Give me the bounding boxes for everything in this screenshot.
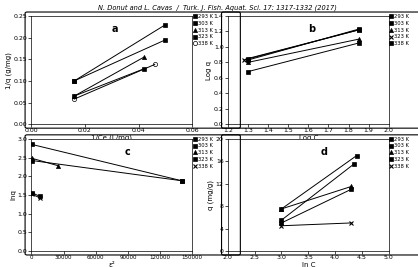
Y-axis label: Log q: Log q	[206, 61, 212, 80]
Text: a: a	[112, 23, 118, 34]
Legend: 293 K, 303 K, 313 K, 323 K, 338 K: 293 K, 303 K, 313 K, 323 K, 338 K	[194, 137, 213, 169]
Y-axis label: q (mg/g): q (mg/g)	[208, 180, 214, 210]
Y-axis label: lnq: lnq	[10, 190, 16, 200]
Text: c: c	[125, 147, 131, 157]
Legend: 293 K, 303 K, 313 K, 323 K, 338 K: 293 K, 303 K, 313 K, 323 K, 338 K	[390, 137, 409, 169]
X-axis label: Log C: Log C	[298, 135, 318, 141]
X-axis label: 1/Ce (L/mg): 1/Ce (L/mg)	[91, 135, 133, 141]
X-axis label: ln C: ln C	[301, 262, 315, 267]
Text: d: d	[321, 147, 328, 157]
Legend: 293 K, 303 K, 313 K, 323 K, 338 K: 293 K, 303 K, 313 K, 323 K, 338 K	[390, 14, 409, 46]
X-axis label: ε²: ε²	[108, 262, 115, 267]
Legend: 293 K, 303 K, 313 K, 323 K, 338 K: 293 K, 303 K, 313 K, 323 K, 338 K	[194, 14, 213, 46]
Text: N. Donut and L. Cavas  /  Turk. J. Fish. Aquat. Sci. 17: 1317-1332 (2017): N. Donut and L. Cavas / Turk. J. Fish. A…	[98, 4, 337, 11]
Y-axis label: 1/q (g/mg): 1/q (g/mg)	[5, 52, 12, 89]
Text: b: b	[308, 23, 315, 34]
